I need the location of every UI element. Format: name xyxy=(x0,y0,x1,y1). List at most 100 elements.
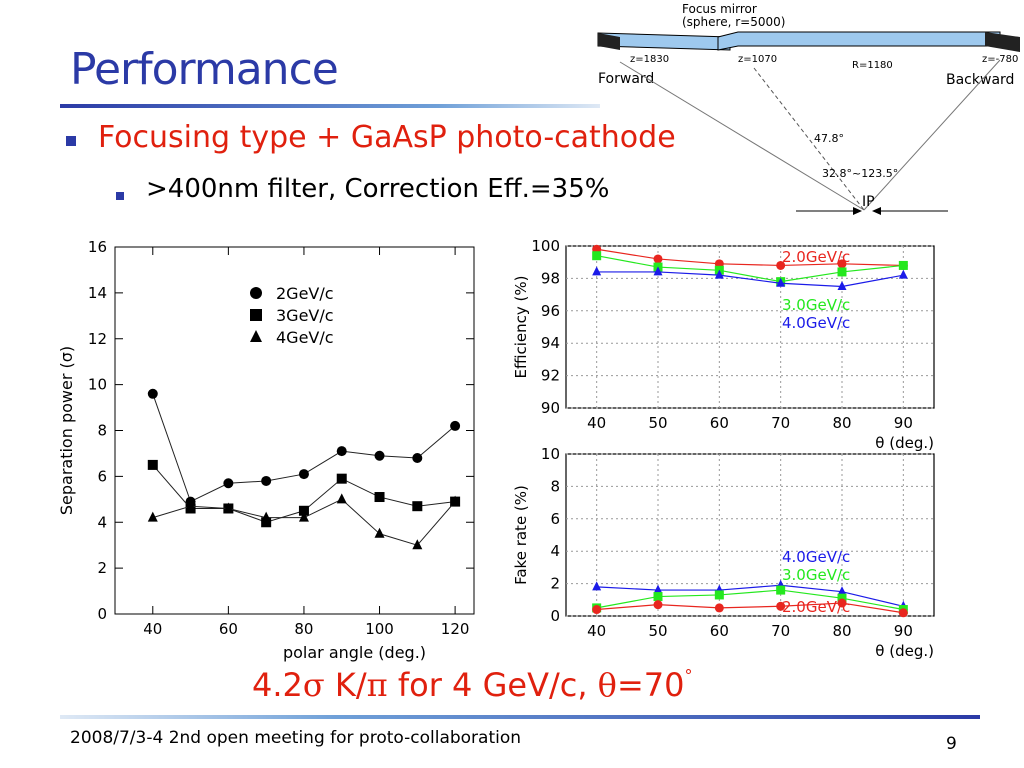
separation-power-chart: 40 60 80 100 120 0 2 4 6 8 10 12 14 16 polar angle (de… xyxy=(57,238,475,662)
sigma-symbol: σ xyxy=(302,666,325,704)
legend-label: 3GeV/c xyxy=(276,306,334,325)
y-tick-label: 10 xyxy=(88,376,107,394)
data-point xyxy=(837,593,847,603)
series-line xyxy=(596,602,904,614)
data-point xyxy=(837,281,847,290)
data-point xyxy=(776,277,786,287)
data-point xyxy=(776,260,786,270)
y-axis-label: Fake rate (%) xyxy=(512,485,530,585)
series-label: 2.0GeV/c xyxy=(782,598,850,616)
footer-text: 2008/7/3-4 2nd open meeting for proto-co… xyxy=(70,728,522,748)
y-tick-label: 14 xyxy=(88,284,107,302)
series-label: 2.0GeV/c xyxy=(782,248,850,266)
y-tick-label: 96 xyxy=(541,302,560,320)
data-point xyxy=(298,505,309,516)
pi-symbol: π xyxy=(366,666,388,704)
data-point xyxy=(147,388,158,399)
data-point xyxy=(653,592,663,602)
data-point xyxy=(223,478,234,489)
series-line xyxy=(596,584,904,607)
summary-mid: K/ xyxy=(324,666,367,704)
data-point xyxy=(298,469,309,480)
y-tick-label: 4 xyxy=(550,542,560,560)
data-point xyxy=(592,581,602,591)
z-label-1830: z=1830 xyxy=(630,54,669,65)
data-point xyxy=(147,511,158,522)
data-point xyxy=(592,266,602,276)
data-point xyxy=(185,500,196,511)
y-tick-label: 90 xyxy=(541,399,560,417)
x-tick-label: 40 xyxy=(587,414,606,432)
series-label: 4.0GeV/c xyxy=(782,314,850,332)
summary-value: =70 xyxy=(616,666,685,704)
y-tick-label: 98 xyxy=(541,269,560,287)
x-tick-label: 40 xyxy=(143,620,162,638)
efficiency-chart: 40 50 60 70 80 90 90 92 94 96 98 100 θ (deg.) Efficie… xyxy=(512,237,935,452)
x-tick-label: 60 xyxy=(710,414,729,432)
y-axis-label: Efficiency (%) xyxy=(512,276,530,379)
angle-label-47: 47.8° xyxy=(814,132,844,145)
theta-symbol: θ xyxy=(597,666,617,704)
x-tick-label: 50 xyxy=(648,414,667,432)
x-tick-label: 80 xyxy=(832,622,851,640)
data-point xyxy=(298,511,309,522)
dashed-ray xyxy=(753,67,865,211)
data-point xyxy=(653,600,663,610)
x-tick-label: 90 xyxy=(894,414,913,432)
data-point xyxy=(412,501,423,512)
page-number: 9 xyxy=(946,734,957,754)
legend-marker xyxy=(250,309,262,321)
legend-label: 2GeV/c xyxy=(276,284,334,303)
legend-marker xyxy=(250,287,262,299)
data-point xyxy=(261,511,272,522)
x-tick-label: 70 xyxy=(771,414,790,432)
data-point xyxy=(147,459,158,470)
data-point xyxy=(776,601,786,611)
data-point xyxy=(898,608,908,618)
bullet-marker xyxy=(66,136,76,146)
x-axis-label: polar angle (deg.) xyxy=(283,643,426,662)
summary-pre: 4.2 xyxy=(252,666,303,704)
mirror-label-2: (sphere, r=5000) xyxy=(682,15,785,29)
axis-arrowhead-left xyxy=(853,207,862,215)
footer-rule xyxy=(60,715,980,719)
sub-bullet-marker xyxy=(116,192,124,200)
series-label: 4.0GeV/c xyxy=(782,548,850,566)
y-tick-label: 0 xyxy=(550,607,560,625)
series-line xyxy=(152,393,456,503)
series-line xyxy=(596,255,904,283)
data-point xyxy=(336,473,347,484)
data-point xyxy=(653,584,663,594)
y-tick-label: 0 xyxy=(97,605,107,623)
data-point xyxy=(714,269,724,279)
x-tick-label: 120 xyxy=(441,620,470,638)
data-point xyxy=(374,450,385,461)
series-label: 3.0GeV/c xyxy=(782,566,850,584)
y-tick-label: 4 xyxy=(97,513,107,531)
x-axis-label: θ (deg.) xyxy=(875,434,934,452)
y-tick-label: 8 xyxy=(550,477,560,495)
z-label-1070: z=1070 xyxy=(738,54,777,65)
backward-label: Backward xyxy=(946,72,1014,88)
data-point xyxy=(261,475,272,486)
data-point xyxy=(714,603,724,613)
data-point xyxy=(261,517,272,528)
data-point xyxy=(776,585,786,595)
x-tick-label: 60 xyxy=(710,622,729,640)
data-point xyxy=(336,493,347,504)
forward-radiator-edge xyxy=(598,33,620,50)
ip-label: IP xyxy=(862,194,875,210)
data-point xyxy=(714,590,724,600)
bullet-main: Focusing type + GaAsP photo-cathode xyxy=(98,120,676,155)
mirror-label-1: Focus mirror xyxy=(682,2,757,16)
series-line xyxy=(596,271,904,288)
forward-label: Forward xyxy=(598,71,654,87)
data-point xyxy=(592,251,602,261)
data-point xyxy=(336,446,347,457)
data-point xyxy=(837,598,847,608)
x-tick-label: 40 xyxy=(587,622,606,640)
legend-label: 4GeV/c xyxy=(276,328,334,347)
barrel-radiator xyxy=(717,31,1001,51)
x-tick-label: 80 xyxy=(294,620,313,638)
y-axis-label: Separation power (σ) xyxy=(57,346,76,515)
